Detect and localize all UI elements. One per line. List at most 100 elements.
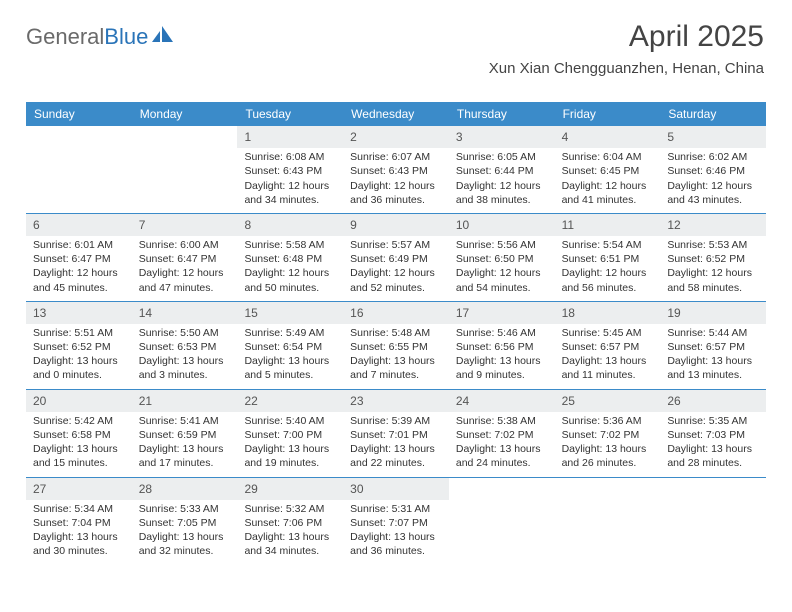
sunrise-text: Sunrise: 5:49 AM [244,326,336,340]
logo-sails-icon [151,24,179,50]
sunrise-text: Sunrise: 5:50 AM [139,326,231,340]
calendar-cell: 6Sunrise: 6:01 AMSunset: 6:47 PMDaylight… [26,214,132,301]
sunset-text: Sunset: 6:52 PM [667,252,759,266]
day-number: 20 [26,390,132,412]
day-number: 16 [343,302,449,324]
day-number: 13 [26,302,132,324]
calendar-cell: 26Sunrise: 5:35 AMSunset: 7:03 PMDayligh… [660,390,766,477]
day-body: Sunrise: 5:34 AMSunset: 7:04 PMDaylight:… [26,500,132,565]
sunset-text: Sunset: 6:59 PM [139,428,231,442]
calendar-week: 13Sunrise: 5:51 AMSunset: 6:52 PMDayligh… [26,301,766,389]
calendar-cell: 14Sunrise: 5:50 AMSunset: 6:53 PMDayligh… [132,302,238,389]
calendar-cell: 5Sunrise: 6:02 AMSunset: 6:46 PMDaylight… [660,126,766,213]
calendar-cell [555,478,661,565]
day-body: Sunrise: 5:38 AMSunset: 7:02 PMDaylight:… [449,412,555,477]
sunset-text: Sunset: 6:46 PM [667,164,759,178]
calendar-cell: 17Sunrise: 5:46 AMSunset: 6:56 PMDayligh… [449,302,555,389]
daylight-text: Daylight: 13 hours and 3 minutes. [139,354,231,382]
calendar-cell: 12Sunrise: 5:53 AMSunset: 6:52 PMDayligh… [660,214,766,301]
calendar-cell: 3Sunrise: 6:05 AMSunset: 6:44 PMDaylight… [449,126,555,213]
month-title: April 2025 [489,20,764,54]
sunset-text: Sunset: 6:43 PM [244,164,336,178]
sunrise-text: Sunrise: 6:07 AM [350,150,442,164]
calendar-cell: 30Sunrise: 5:31 AMSunset: 7:07 PMDayligh… [343,478,449,565]
daylight-text: Daylight: 13 hours and 36 minutes. [350,530,442,558]
daylight-text: Daylight: 13 hours and 32 minutes. [139,530,231,558]
day-number: 26 [660,390,766,412]
day-header-row: Sunday Monday Tuesday Wednesday Thursday… [26,102,766,126]
daylight-text: Daylight: 13 hours and 0 minutes. [33,354,125,382]
logo: GeneralBlue [26,24,179,50]
sunrise-text: Sunrise: 5:57 AM [350,238,442,252]
day-body: Sunrise: 5:35 AMSunset: 7:03 PMDaylight:… [660,412,766,477]
calendar-cell [26,126,132,213]
calendar-cell [660,478,766,565]
daylight-text: Daylight: 12 hours and 54 minutes. [456,266,548,294]
calendar-cell: 13Sunrise: 5:51 AMSunset: 6:52 PMDayligh… [26,302,132,389]
day-number: 7 [132,214,238,236]
sunset-text: Sunset: 7:02 PM [562,428,654,442]
calendar-cell: 1Sunrise: 6:08 AMSunset: 6:43 PMDaylight… [237,126,343,213]
day-number: 10 [449,214,555,236]
sunrise-text: Sunrise: 5:39 AM [350,414,442,428]
day-number: 15 [237,302,343,324]
sunset-text: Sunset: 6:55 PM [350,340,442,354]
calendar-cell: 27Sunrise: 5:34 AMSunset: 7:04 PMDayligh… [26,478,132,565]
day-number: 19 [660,302,766,324]
daylight-text: Daylight: 13 hours and 19 minutes. [244,442,336,470]
calendar-week: 20 Sunrise: 5:42 AMSunset: 6:58 PM Dayligh… [26,389,766,477]
calendar-cell: 24Sunrise: 5:38 AMSunset: 7:02 PMDayligh… [449,390,555,477]
day-number: 21 [132,390,238,412]
sunset-text: Sunset: 6:56 PM [456,340,548,354]
daylight-text: Daylight: 13 hours and 7 minutes. [350,354,442,382]
calendar-cell: 15Sunrise: 5:49 AMSunset: 6:54 PMDayligh… [237,302,343,389]
calendar-cell: 7Sunrise: 6:00 AMSunset: 6:47 PMDaylight… [132,214,238,301]
day-body: Sunrise: 5:58 AMSunset: 6:48 PMDaylight:… [237,236,343,301]
day-body: Sunrise: 6:02 AMSunset: 6:46 PMDaylight:… [660,148,766,213]
day-body: Sunrise: 6:05 AMSunset: 6:44 PMDaylight:… [449,148,555,213]
daylight-text: Daylight: 12 hours and 52 minutes. [350,266,442,294]
sunset-text: Sunset: 6:57 PM [667,340,759,354]
sunrise-text: Sunrise: 5:44 AM [667,326,759,340]
daylight-text: Daylight: 13 hours and 28 minutes. [667,442,759,470]
day-body: Sunrise: 5:33 AMSunset: 7:05 PMDaylight:… [132,500,238,565]
day-body: Sunrise: 6:01 AMSunset: 6:47 PMDaylight:… [26,236,132,301]
sunset-text: Sunset: 6:53 PM [139,340,231,354]
sunset-text: Sunset: 6:43 PM [350,164,442,178]
calendar-week: 1Sunrise: 6:08 AMSunset: 6:43 PMDaylight… [26,126,766,213]
sunset-text: Sunset: 6:45 PM [562,164,654,178]
sunset-text: Sunset: 6:58 PM [33,428,125,442]
day-number: 6 [26,214,132,236]
calendar-cell: 2Sunrise: 6:07 AMSunset: 6:43 PMDaylight… [343,126,449,213]
sunset-text: Sunset: 6:49 PM [350,252,442,266]
day-number: 22 [237,390,343,412]
day-number: 5 [660,126,766,148]
header: April 2025 Xun Xian Chengguanzhen, Henan… [489,20,764,77]
sunrise-text: Sunrise: 5:56 AM [456,238,548,252]
daylight-text: Daylight: 12 hours and 34 minutes. [244,179,336,207]
calendar-cell: 10Sunrise: 5:56 AMSunset: 6:50 PMDayligh… [449,214,555,301]
calendar-week: 6Sunrise: 6:01 AMSunset: 6:47 PMDaylight… [26,213,766,301]
daylight-text: Daylight: 13 hours and 9 minutes. [456,354,548,382]
sunset-text: Sunset: 7:01 PM [350,428,442,442]
sunrise-text: Sunrise: 5:40 AM [244,414,336,428]
daylight-text: Daylight: 13 hours and 17 minutes. [139,442,231,470]
sunset-text: Sunset: 6:47 PM [139,252,231,266]
daylight-text: Daylight: 12 hours and 43 minutes. [667,179,759,207]
sunset-text: Sunset: 6:52 PM [33,340,125,354]
calendar-cell: 16 Sunrise: 5:48 AMSunset: 6:55 PMDayligh… [343,302,449,389]
day-body: Sunrise: 5:49 AMSunset: 6:54 PMDaylight:… [237,324,343,389]
day-body: Sunrise: 6:00 AMSunset: 6:47 PMDaylight:… [132,236,238,301]
day-body: Sunrise: 5:45 AMSunset: 6:57 PMDaylight:… [555,324,661,389]
day-number: 9 [343,214,449,236]
calendar-cell: 23Sunrise: 5:39 AMSunset: 7:01 PMDayligh… [343,390,449,477]
sunset-text: Sunset: 7:06 PM [244,516,336,530]
day-body: Sunrise: 5:39 AMSunset: 7:01 PMDaylight:… [343,412,449,477]
day-number: 2 [343,126,449,148]
day-number: 18 [555,302,661,324]
sunrise-text: Sunrise: 5:42 AM [33,414,125,428]
sunset-text: Sunset: 6:54 PM [244,340,336,354]
calendar: Sunday Monday Tuesday Wednesday Thursday… [26,102,766,564]
calendar-cell: 19Sunrise: 5:44 AMSunset: 6:57 PMDayligh… [660,302,766,389]
sunrise-text: Sunrise: 5:48 AM [350,326,442,340]
